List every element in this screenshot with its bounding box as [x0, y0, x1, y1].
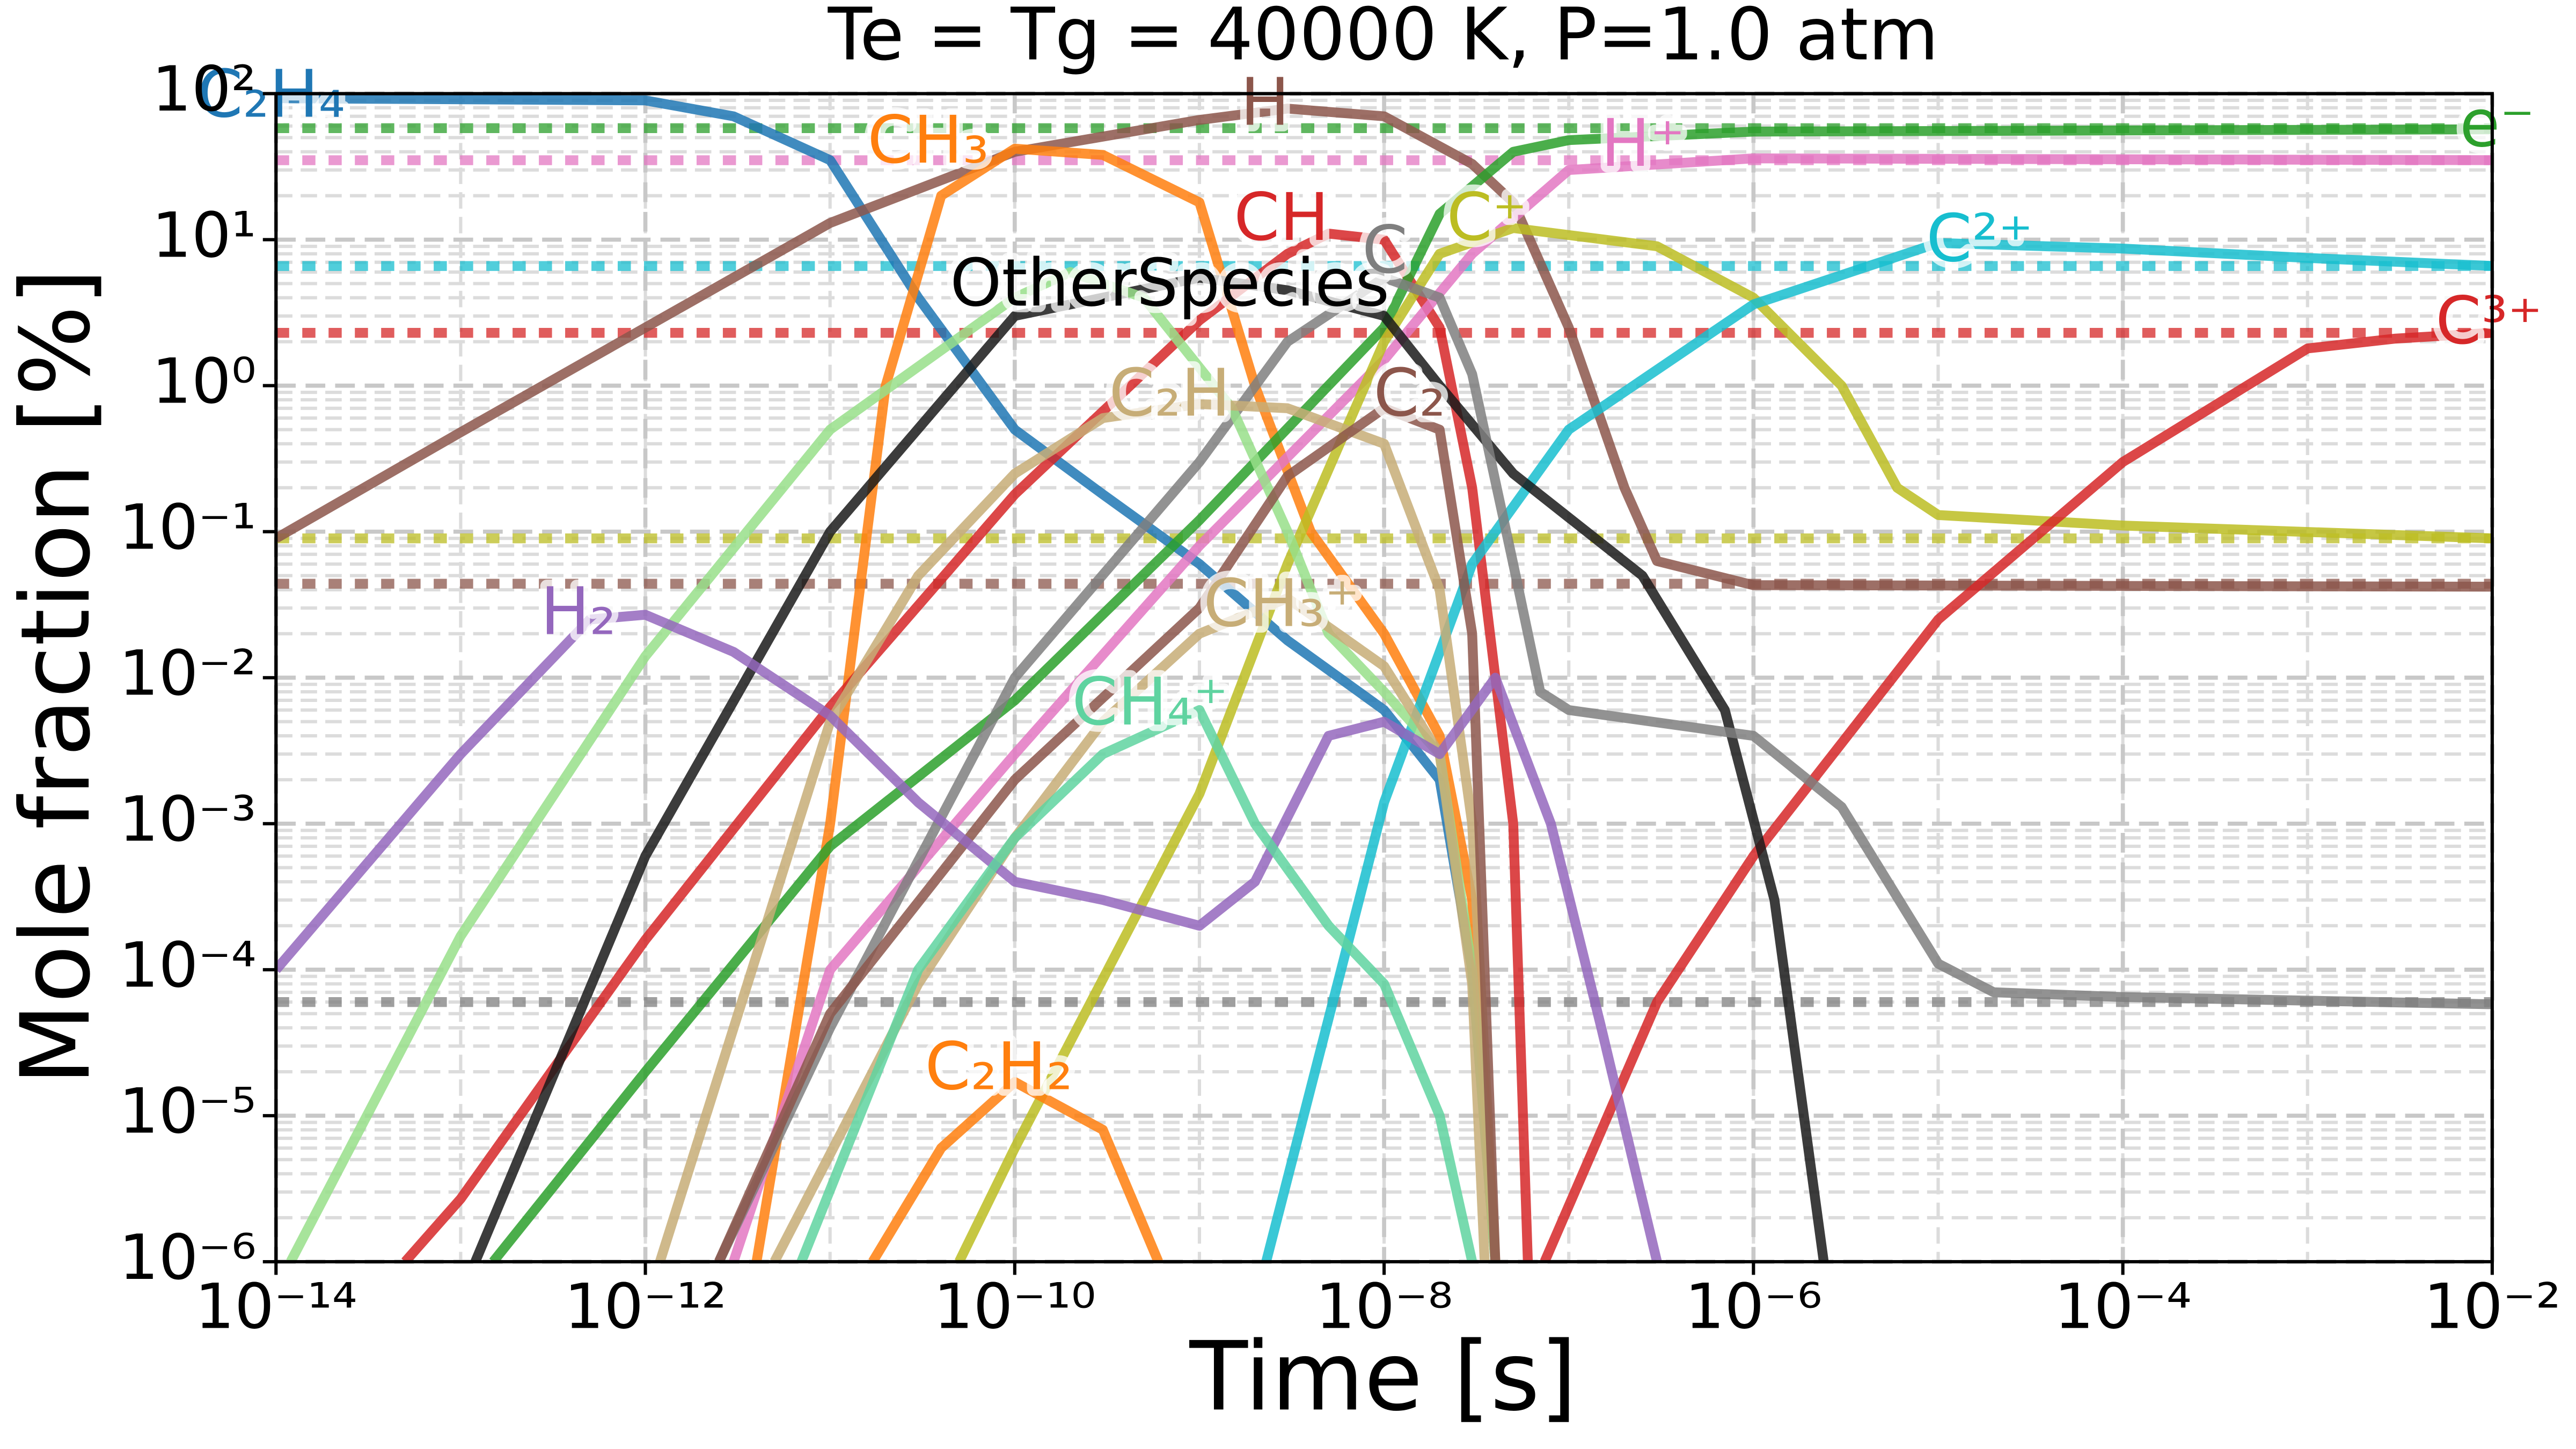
y-tick-label: 10⁻³ — [119, 784, 257, 856]
y-tick-label: 10⁻¹ — [119, 491, 257, 564]
series-line — [401, 229, 1533, 1262]
x-tick-label: 10⁻¹² — [564, 1271, 727, 1343]
series-label: CH₃⁺ — [1203, 565, 1359, 641]
y-tick-label: 10⁻² — [119, 637, 257, 709]
series-line — [655, 399, 1501, 1262]
series-label: CH₃ — [867, 101, 989, 178]
series-line — [714, 273, 2492, 1262]
series-line — [796, 705, 1477, 1262]
series-label: e⁻ — [2460, 85, 2535, 162]
x-axis-label: Time [s] — [1189, 1321, 1577, 1432]
series-label: H₂ — [540, 573, 616, 650]
series-label: C₂H — [1109, 355, 1231, 431]
series-label: OtherSpecies — [950, 244, 1389, 321]
y-tick-label: 10⁰ — [152, 345, 257, 418]
x-tick-label: 10⁻¹⁰ — [933, 1271, 1096, 1343]
x-tick-label: 10⁻¹⁴ — [195, 1271, 357, 1343]
series-label: C³⁺ — [2435, 282, 2542, 359]
plot-frame — [274, 92, 2494, 1264]
series-label: C⁺ — [1446, 179, 1527, 255]
plot-area — [276, 93, 2492, 1262]
series-label: C²⁺ — [1926, 200, 2033, 277]
series-label: CH₄⁺ — [1072, 663, 1228, 740]
series-line — [1540, 328, 2492, 1262]
series-label: C₂H₂ — [925, 1028, 1073, 1105]
series-label: H⁺ — [1601, 105, 1685, 181]
y-tick-label: 10⁻⁵ — [119, 1075, 257, 1148]
series-line — [729, 153, 2492, 1262]
x-tick-label: 10⁻⁴ — [2054, 1271, 2192, 1343]
x-tick-label: 10⁻⁸ — [1315, 1271, 1453, 1343]
x-tick-label: 10⁻² — [2424, 1271, 2561, 1343]
series-label: C₂ — [1373, 355, 1446, 431]
series-label: C — [1362, 211, 1408, 288]
series-line — [276, 104, 2492, 592]
series-label: H — [1240, 64, 1290, 141]
y-tick-label: 10² — [152, 53, 257, 126]
chart-title: Te = Tg = 40000 K, P=1.0 atm — [828, 0, 1939, 77]
series-line — [954, 223, 2492, 1262]
series-line — [471, 273, 1829, 1262]
series-line — [276, 610, 1662, 1262]
y-tick-label: 10⁻⁶ — [119, 1221, 257, 1294]
series-line — [714, 403, 1501, 1262]
series-line — [868, 1077, 1163, 1262]
y-axis-label: Mole fraction [%] — [0, 268, 111, 1086]
x-tick-label: 10⁻⁶ — [1685, 1271, 1822, 1343]
y-tick-label: 10⁻⁴ — [119, 930, 257, 1002]
series-label: CH — [1234, 179, 1329, 255]
y-tick-label: 10¹ — [152, 199, 257, 272]
